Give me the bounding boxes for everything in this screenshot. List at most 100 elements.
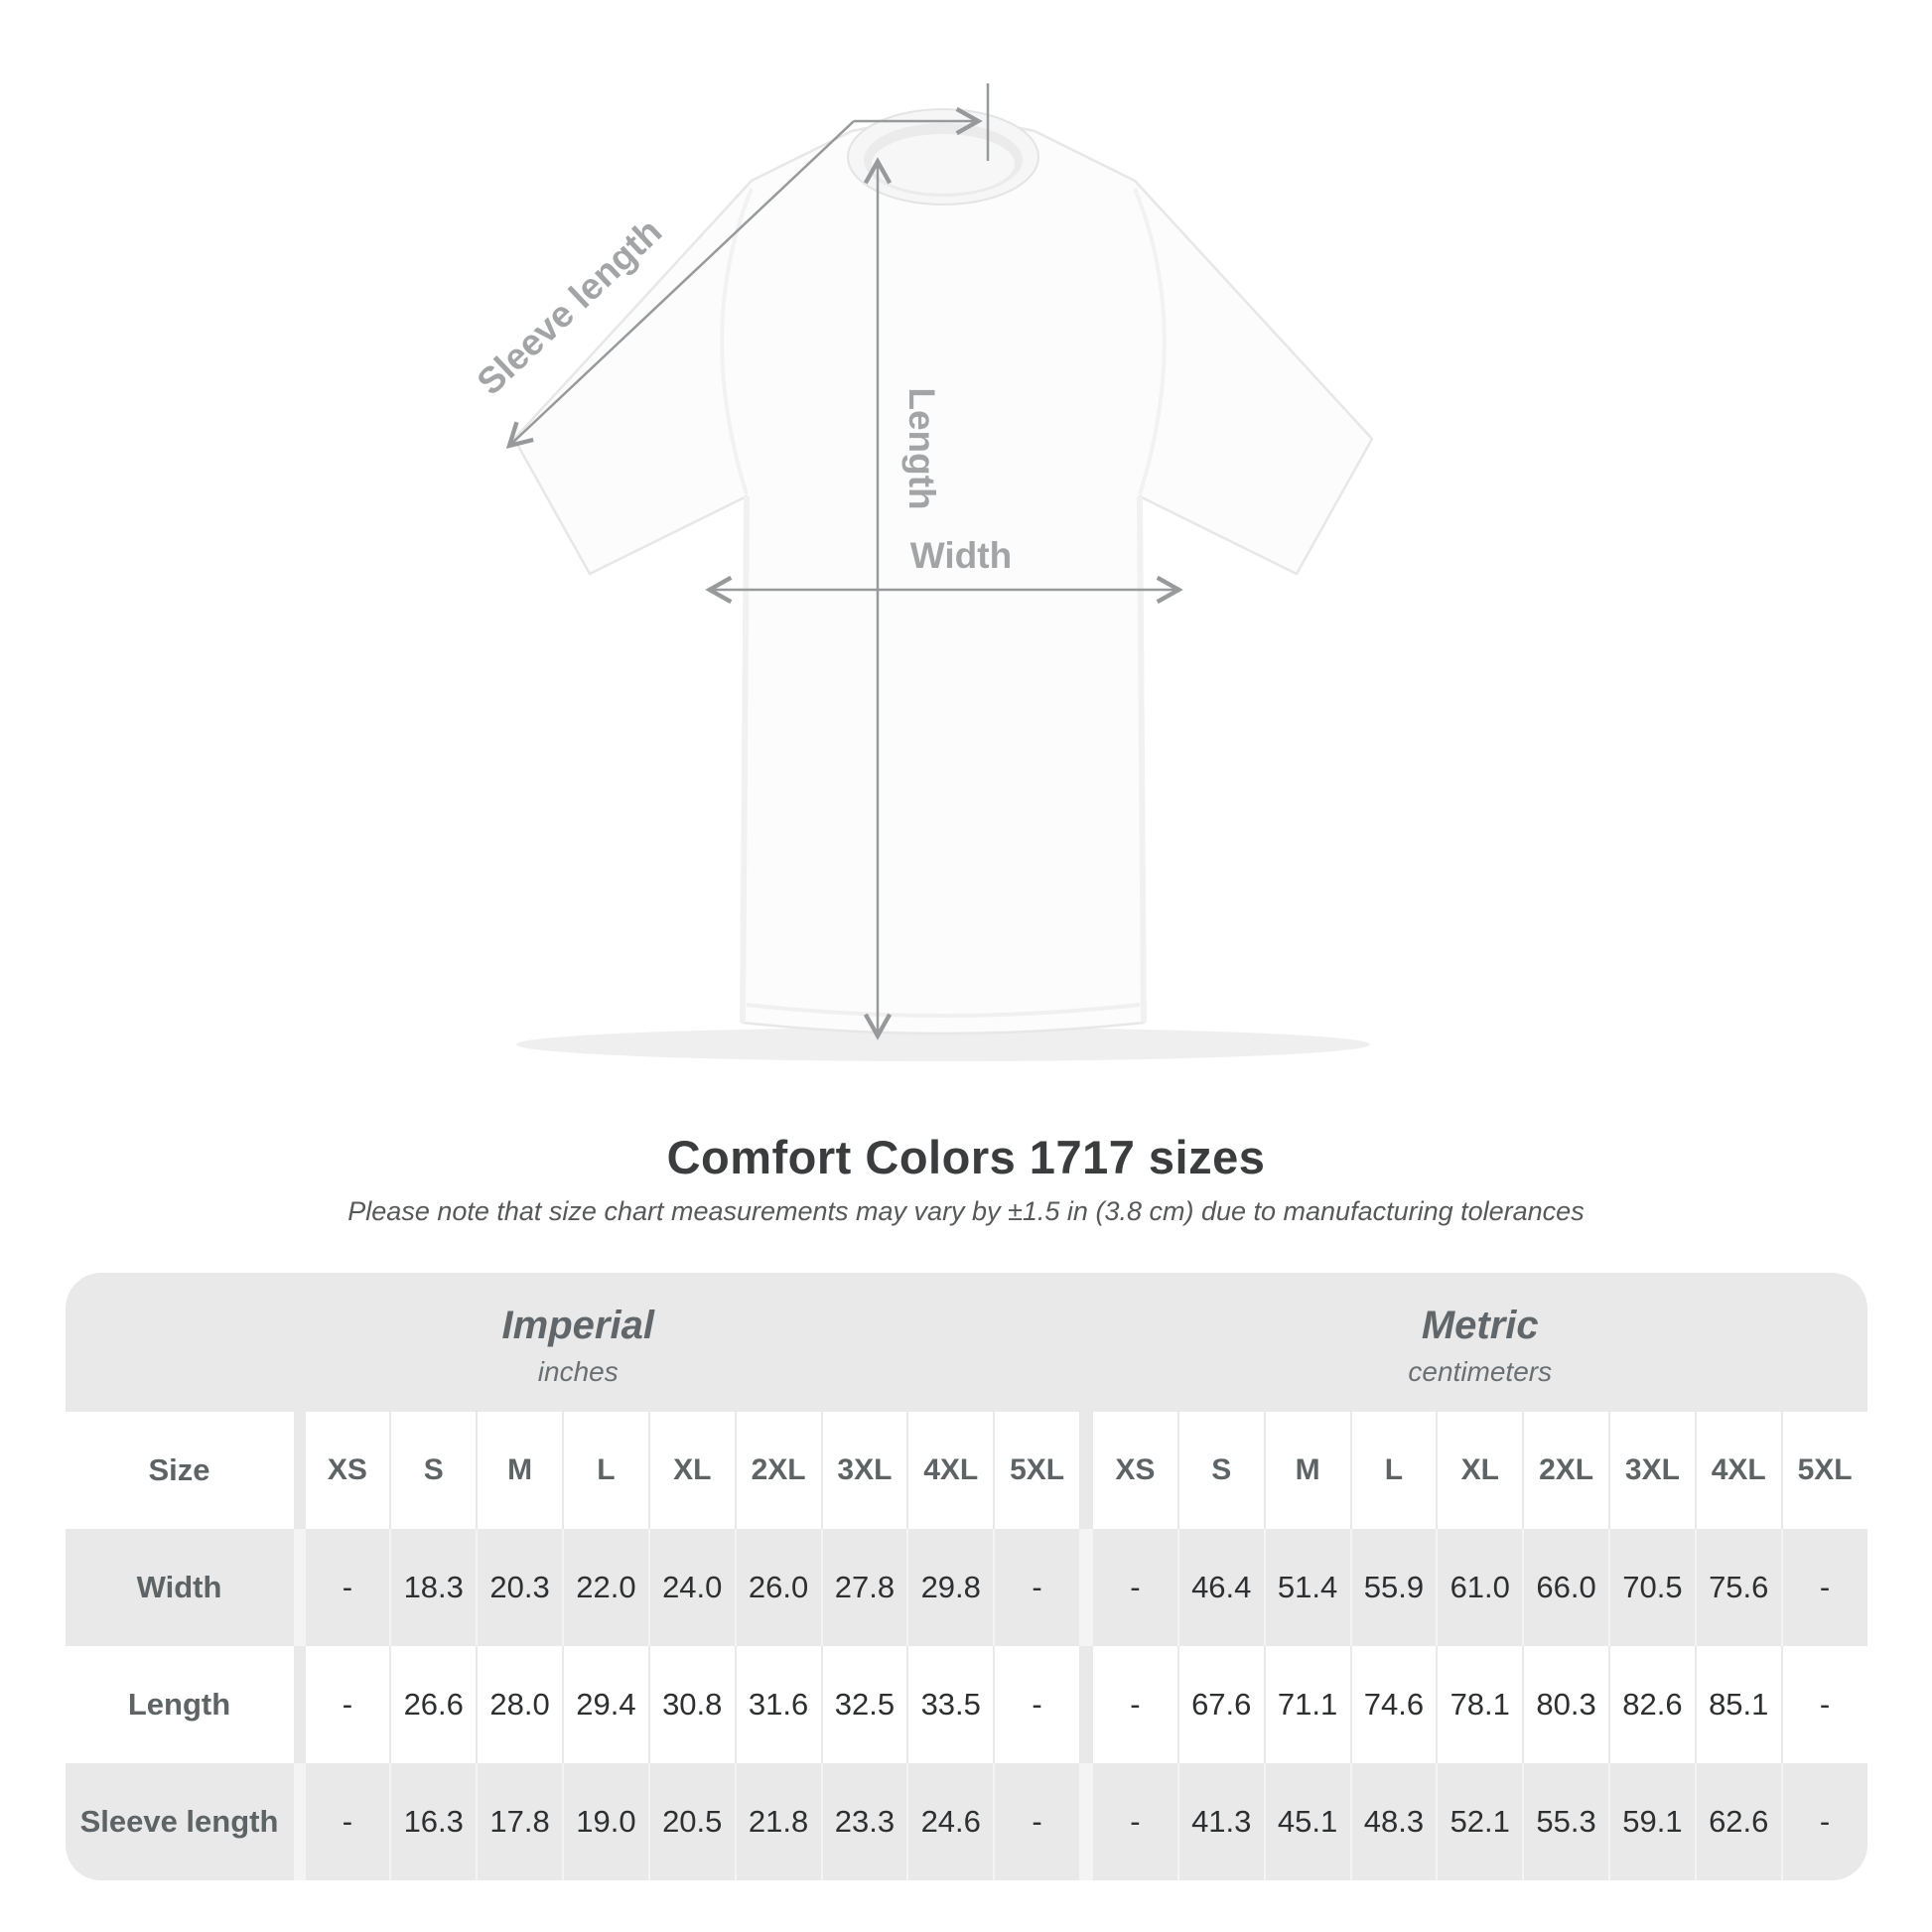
imperial-title: Imperial [501, 1303, 654, 1347]
table-cell: 29.8 [908, 1529, 994, 1646]
size-header: 4XL [1696, 1412, 1781, 1529]
table-cell: 70.5 [1610, 1529, 1695, 1646]
table-cell: 61.0 [1438, 1529, 1523, 1646]
table-cell: 18.3 [391, 1529, 477, 1646]
size-column-header: Size [65, 1412, 294, 1529]
collar-inner [872, 134, 1015, 194]
table-cell: - [305, 1646, 390, 1763]
metric-title: Metric [1421, 1303, 1539, 1347]
table-cell: 46.4 [1178, 1529, 1264, 1646]
size-header: 4XL [908, 1412, 994, 1529]
table-cell: 45.1 [1265, 1763, 1350, 1880]
column-gap [296, 1646, 304, 1763]
table-cell: 80.3 [1524, 1646, 1608, 1763]
table-cell: - [1782, 1646, 1867, 1763]
size-header: L [564, 1412, 648, 1529]
table-cell: - [305, 1529, 390, 1646]
table-cell: - [1782, 1529, 1867, 1646]
table-cell: 52.1 [1438, 1763, 1523, 1880]
shirt-shadow [516, 1028, 1370, 1061]
column-gap [1081, 1763, 1091, 1880]
table-cell: 20.3 [478, 1529, 562, 1646]
table-cell: 16.3 [391, 1763, 477, 1880]
metric-unit: centimeters [1408, 1355, 1553, 1387]
table-cell: 24.6 [908, 1763, 994, 1880]
column-gap [296, 1763, 304, 1880]
table-cell: 23.3 [822, 1763, 907, 1880]
table-cell: - [1093, 1763, 1177, 1880]
size-header: XS [305, 1412, 390, 1529]
table-cell: 26.0 [736, 1529, 821, 1646]
shirt-sleeve-seam-right [1133, 188, 1167, 495]
row-label: Width [65, 1529, 294, 1646]
size-header: 5XL [1782, 1412, 1867, 1529]
size-header: XL [649, 1412, 735, 1529]
table-cell: 28.0 [478, 1646, 562, 1763]
table-cell: - [1093, 1529, 1177, 1646]
shirt-hem-seam [746, 1003, 1141, 1018]
table-cell: 31.6 [736, 1646, 821, 1763]
sleeve-diagonal-arrow [505, 120, 855, 449]
table-cell: 55.9 [1351, 1529, 1437, 1646]
table-cell: - [1093, 1646, 1177, 1763]
size-header: S [391, 1412, 477, 1529]
table-cell: 30.8 [649, 1646, 735, 1763]
imperial-unit: inches [537, 1355, 619, 1387]
size-header: 5XL [995, 1412, 1079, 1529]
row-label: Length [65, 1646, 294, 1763]
table-cell: 19.0 [564, 1763, 648, 1880]
size-header: M [478, 1412, 562, 1529]
size-table: Imperial inches Metric centimeters Size … [65, 1273, 1867, 1880]
table-cell: - [995, 1763, 1079, 1880]
table-cell: 55.3 [1524, 1763, 1608, 1880]
column-gap [296, 1412, 304, 1529]
table-cell: 85.1 [1696, 1646, 1781, 1763]
page-title: Comfort Colors 1717 sizes [666, 1131, 1266, 1183]
table-row-sleeve-length: Sleeve length - 16.3 17.8 19.0 20.5 21.8… [65, 1763, 1867, 1880]
size-header: S [1178, 1412, 1264, 1529]
table-cell: 21.8 [736, 1763, 821, 1880]
size-header: XL [1438, 1412, 1523, 1529]
size-header: 3XL [822, 1412, 907, 1529]
table-cell: 66.0 [1524, 1529, 1608, 1646]
table-cell: 67.6 [1178, 1646, 1264, 1763]
size-header-row: Size XS S M L XL 2XL 3XL 4XL 5XL XS S M … [65, 1412, 1867, 1529]
table-cell: 32.5 [822, 1646, 907, 1763]
table-cell: 33.5 [908, 1646, 994, 1763]
table-cell: 41.3 [1178, 1763, 1264, 1880]
imperial-header: Imperial inches [66, 1273, 1092, 1412]
metric-header: Metric centimeters [1093, 1273, 1867, 1412]
table-cell: 24.0 [649, 1529, 735, 1646]
table-cell: - [1782, 1763, 1867, 1880]
table-row-width: Width - 18.3 20.3 22.0 24.0 26.0 27.8 29… [65, 1529, 1867, 1646]
table-cell: 17.8 [478, 1763, 562, 1880]
table-cell: 29.4 [564, 1646, 648, 1763]
size-header: 2XL [1524, 1412, 1608, 1529]
column-gap [1081, 1646, 1091, 1763]
table-cell: - [305, 1763, 390, 1880]
tshirt-measurement-diagram: Sleeve length Length Width [470, 83, 1374, 1061]
table-cell: 26.6 [391, 1646, 477, 1763]
tolerance-note: Please note that size chart measurements… [347, 1196, 1585, 1226]
table-cell: 74.6 [1351, 1646, 1437, 1763]
table-cell: 71.1 [1265, 1646, 1350, 1763]
table-cell: 51.4 [1265, 1529, 1350, 1646]
length-label: Length [901, 387, 942, 509]
table-cell: 20.5 [649, 1763, 735, 1880]
column-gap [296, 1529, 304, 1646]
table-cell: 48.3 [1351, 1763, 1437, 1880]
table-cell: 82.6 [1610, 1646, 1695, 1763]
size-header: 3XL [1610, 1412, 1695, 1529]
column-gap [1081, 1412, 1091, 1529]
table-cell: 27.8 [822, 1529, 907, 1646]
size-header: L [1351, 1412, 1437, 1529]
size-header: XS [1093, 1412, 1177, 1529]
row-label: Sleeve length [65, 1763, 294, 1880]
shirt-fold-left [740, 495, 750, 1024]
table-cell: - [995, 1646, 1079, 1763]
shirt-sleeve-seam-left [720, 188, 754, 495]
shirt-fold-right [1137, 495, 1147, 1024]
table-cell: 75.6 [1696, 1529, 1781, 1646]
table-cell: 62.6 [1696, 1763, 1781, 1880]
table-row-length: Length - 26.6 28.0 29.4 30.8 31.6 32.5 3… [65, 1646, 1867, 1763]
